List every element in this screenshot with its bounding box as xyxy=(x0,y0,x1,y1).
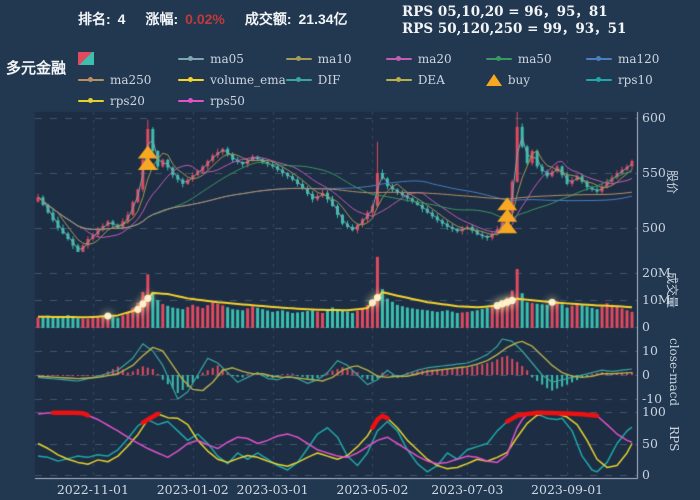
legend-item-ma120[interactable]: ma120 xyxy=(585,50,686,67)
legend-label: ma10 xyxy=(317,51,352,66)
price-tick-500: 500 xyxy=(642,220,666,235)
price-tick-550: 550 xyxy=(642,165,666,180)
rank: 排名: 4 xyxy=(78,9,125,29)
legend-label: rps50 xyxy=(210,93,245,108)
x-tick-2023-09-01: 2023-09-01 xyxy=(531,482,604,497)
ma20-swatch-icon xyxy=(385,56,412,61)
x-tick-2023-01-02: 2023-01-02 xyxy=(156,482,229,497)
macd-axis-unit: close-macd xyxy=(667,338,681,407)
legend-label: rps10 xyxy=(617,72,653,87)
rank-label: 排名: xyxy=(78,11,111,27)
legend-item-ma05[interactable]: ma05 xyxy=(178,50,286,67)
price-tick-600: 600 xyxy=(642,110,666,125)
change: 涨幅: 0.02% xyxy=(145,9,224,29)
legend-label: ma250 xyxy=(110,72,152,87)
turnover-value: 21.34亿 xyxy=(298,11,348,27)
DIF-swatch-icon xyxy=(285,77,312,82)
rps-line-long: RPS 50,120,250 = 99，93，51 xyxy=(402,21,627,37)
legend-item-buy[interactable]: buy xyxy=(485,71,586,88)
rank-value: 4 xyxy=(117,11,126,27)
macd-tick-10: 10 xyxy=(642,343,658,358)
volume-axis-unit: 成交量 xyxy=(665,272,679,309)
buy-triangle-icon xyxy=(485,73,502,86)
legend-item-ma20[interactable]: ma20 xyxy=(385,50,486,67)
legend-label: DEA xyxy=(417,72,445,87)
legend-label: volume_ema xyxy=(210,72,286,87)
sector-label[interactable]: 多元金融 xyxy=(6,60,67,77)
turnover-label: 成交额: xyxy=(244,11,292,27)
rps-tick-100: 100 xyxy=(642,404,666,419)
legend-label: DIF xyxy=(317,72,341,87)
legend-item-rps50[interactable]: rps50 xyxy=(178,92,286,109)
rps20-swatch-icon xyxy=(78,98,104,103)
macd-tick-0: 0 xyxy=(642,367,650,382)
rps10-swatch-icon xyxy=(585,77,612,82)
volume-tick-0: 0 xyxy=(642,319,650,334)
rps-axis-unit: RPS xyxy=(667,426,681,452)
rps-tick-0: 0 xyxy=(642,467,650,482)
rps-summary: RPS 05,10,20 = 96，95，81 RPS 50,120,250 =… xyxy=(402,4,626,38)
legend-item-ma50[interactable]: ma50 xyxy=(485,50,586,67)
ma05-swatch-icon xyxy=(178,56,205,61)
rps-line-short: RPS 05,10,20 = 96，95，81 xyxy=(402,4,608,20)
legend-label: rps20 xyxy=(110,93,145,108)
legend-item-DEA[interactable]: DEA xyxy=(385,71,486,88)
ma120-swatch-icon xyxy=(585,56,612,61)
legend-item-volume_ema[interactable]: volume_ema xyxy=(178,71,286,88)
legend-label: ma120 xyxy=(617,51,660,66)
x-tick-2023-05-02: 2023-05-02 xyxy=(336,482,409,497)
ma10-swatch-icon xyxy=(285,56,312,61)
price-axis-unit: 股价 xyxy=(665,170,679,195)
x-tick-2022-11-01: 2022-11-01 xyxy=(56,482,129,497)
legend-item-rps10[interactable]: rps10 xyxy=(585,71,686,88)
legend-label: ma05 xyxy=(210,51,244,66)
DEA-swatch-icon xyxy=(385,77,412,82)
ma250-swatch-icon xyxy=(78,77,104,82)
legend-item-DIF[interactable]: DIF xyxy=(285,71,386,88)
header: 排名: 4 涨幅: 0.02% 成交额: 21.34亿 xyxy=(78,9,348,29)
x-tick-2023-07-03: 2023-07-03 xyxy=(431,482,504,497)
kline-icon xyxy=(78,52,94,65)
legend-item-kline[interactable] xyxy=(78,50,178,67)
volume_ema-swatch-icon xyxy=(178,77,205,82)
legend-label: ma20 xyxy=(417,51,452,66)
rps-tick-50: 50 xyxy=(642,435,658,451)
x-tick-2023-03-01: 2023-03-01 xyxy=(236,482,309,497)
change-value: 0.02% xyxy=(185,11,225,27)
macd-tick--10: -10 xyxy=(642,391,663,406)
volume-tick-20M: 20M xyxy=(642,265,671,280)
rps50-swatch-icon xyxy=(178,98,205,103)
legend-item-ma10[interactable]: ma10 xyxy=(285,50,386,67)
turnover: 成交额: 21.34亿 xyxy=(245,9,348,29)
ma50-swatch-icon xyxy=(485,56,512,61)
legend-label: ma50 xyxy=(517,51,552,66)
volume-tick-10M: 10M xyxy=(642,292,671,307)
legend-item-rps20[interactable]: rps20 xyxy=(78,92,178,109)
legend-item-ma250[interactable]: ma250 xyxy=(78,71,178,88)
legend-label: buy xyxy=(507,72,531,87)
change-label: 涨幅: xyxy=(145,11,179,27)
legend: ma05 ma10 ma20 ma50 ma120 ma250 volume_ema DIF D… xyxy=(78,50,686,109)
